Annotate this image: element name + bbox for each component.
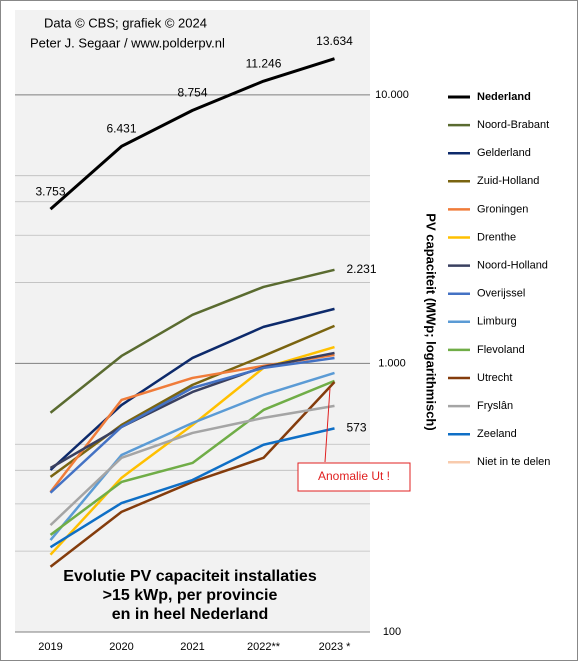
series-line <box>49 57 335 211</box>
legend-label: Flevoland <box>477 344 525 356</box>
chart-title: en in heel Nederland <box>112 606 268 623</box>
series-line <box>49 307 335 471</box>
data-label: 8.754 <box>177 86 207 100</box>
data-label: 11.246 <box>246 56 282 70</box>
y-tick-label: 100 <box>383 626 401 638</box>
series-line <box>49 324 335 478</box>
series-line <box>49 268 335 414</box>
legend-label: Gelderland <box>477 147 531 159</box>
series-line <box>49 381 336 568</box>
legend-label: Zeeland <box>477 428 517 440</box>
data-label: 573 <box>347 421 367 435</box>
annotation: Anomalie Ut ! <box>318 469 390 483</box>
annotation-box <box>297 462 411 492</box>
x-tick-label: 2020 <box>109 641 133 653</box>
plot: 100 1.000 10.000 2019 2020 2021 2022** 2023 * 3.… <box>15 34 409 653</box>
data-label: 13.634 <box>316 34 353 48</box>
legend-label: Limburg <box>477 316 517 328</box>
y-tick-label: 1.000 <box>378 357 406 369</box>
series-line <box>49 371 335 541</box>
legend-label: Niet in te delen <box>477 456 550 468</box>
legend-label: Drenthe <box>477 231 516 243</box>
annotation-pointer <box>324 387 331 463</box>
series-line <box>49 345 335 556</box>
legend-label: Noord-Brabant <box>477 119 549 131</box>
legend-label: Fryslân <box>477 400 513 412</box>
legend-label: Nederland <box>477 91 531 103</box>
x-tick-label: 2023 * <box>319 641 352 653</box>
series-line <box>49 427 335 549</box>
data-label: 3.753 <box>35 184 65 198</box>
data-label: 2.231 <box>347 262 377 276</box>
legend-label: Zuid-Holland <box>477 175 539 187</box>
data-label: 6.431 <box>106 122 136 136</box>
series-line <box>49 356 335 494</box>
legend-label: Groningen <box>477 203 528 215</box>
x-tick-label: 2021 <box>180 641 204 653</box>
legend: Nederland Noord-Brabant Gelderland Zuid-Hol… <box>448 91 550 468</box>
x-tick-label: 2019 <box>38 641 62 653</box>
y-tick-label: 10.000 <box>375 89 409 101</box>
legend-label: Overijssel <box>477 288 525 300</box>
plot-area <box>15 10 370 632</box>
x-tick-label: 2022** <box>247 641 281 653</box>
legend-label: Utrecht <box>477 372 512 384</box>
series-line <box>49 351 335 470</box>
source-line: Peter J. Segaar / www.polderpv.nl <box>30 35 225 50</box>
chart-title: Evolutie PV capaciteit installaties <box>63 568 317 585</box>
series-line <box>49 404 335 527</box>
chart-title: >15 kWp, per provincie <box>103 587 278 604</box>
legend-label: Noord-Holland <box>477 260 548 272</box>
series-line <box>49 379 335 536</box>
y-axis-label: PV capaciteit (MWp; logarithmisch) <box>424 213 439 430</box>
source-line: Data © CBS; grafiek © 2024 <box>44 15 207 30</box>
